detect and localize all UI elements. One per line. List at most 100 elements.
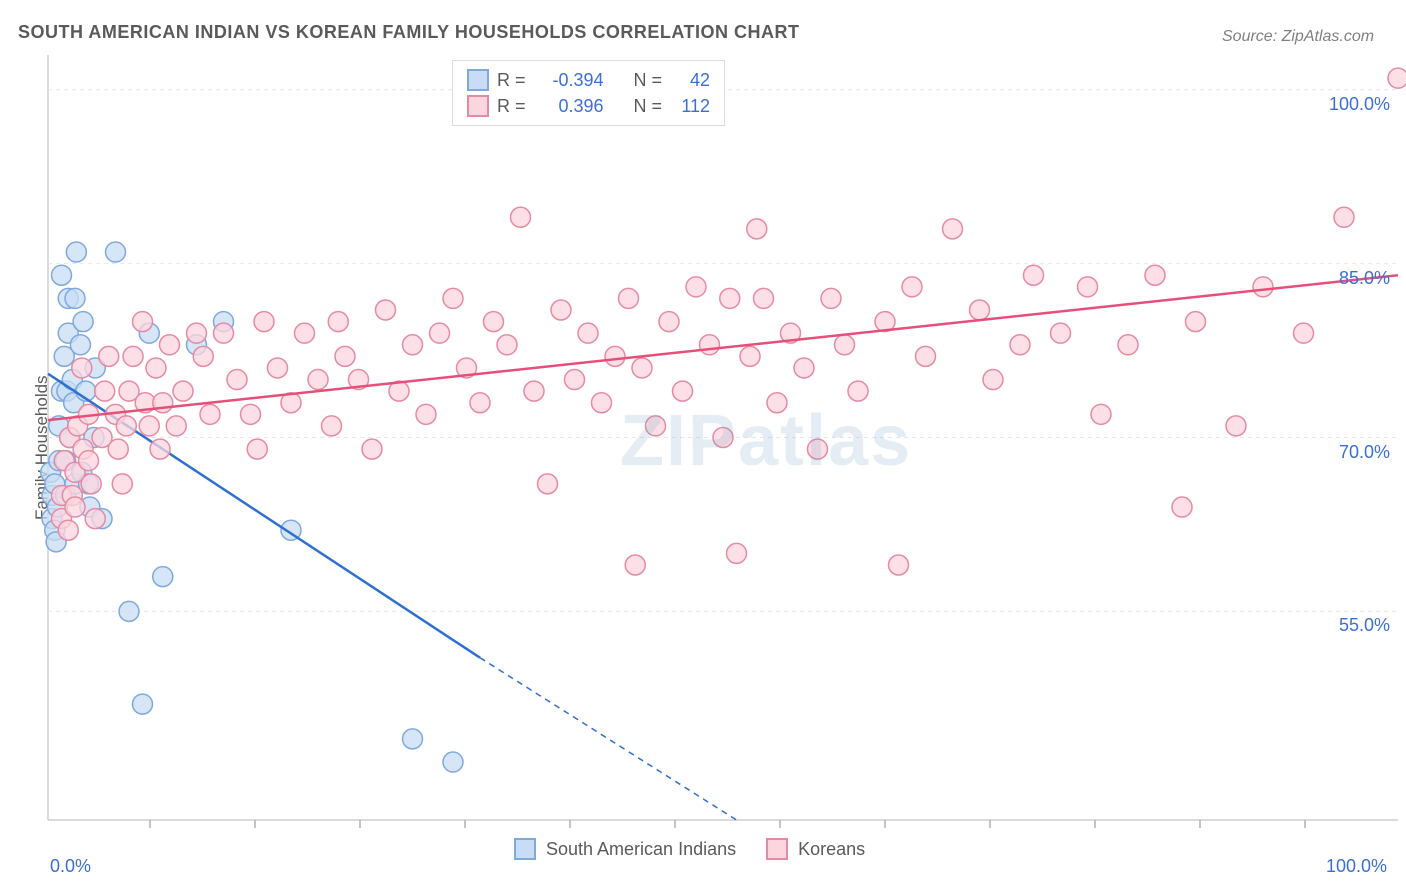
data-point xyxy=(72,358,92,378)
data-point xyxy=(902,277,922,297)
data-point xyxy=(1118,335,1138,355)
data-point xyxy=(497,335,517,355)
data-point xyxy=(754,288,774,308)
data-point xyxy=(160,335,180,355)
data-point xyxy=(686,277,706,297)
data-point xyxy=(308,370,328,390)
data-point xyxy=(335,346,355,366)
legend-n-value: 112 xyxy=(670,93,710,119)
data-point xyxy=(146,358,166,378)
data-point xyxy=(58,520,78,540)
data-point xyxy=(81,474,101,494)
data-point xyxy=(200,404,220,424)
data-point xyxy=(99,346,119,366)
data-point xyxy=(767,393,787,413)
data-point xyxy=(646,416,666,436)
legend-r-value: 0.396 xyxy=(534,93,604,119)
data-point xyxy=(592,393,612,413)
legend-swatch xyxy=(467,69,489,91)
data-point xyxy=(713,428,733,448)
data-point xyxy=(619,288,639,308)
data-point xyxy=(794,358,814,378)
legend-n-label: N = xyxy=(634,93,663,119)
data-point xyxy=(153,567,173,587)
data-point xyxy=(1024,265,1044,285)
data-point xyxy=(848,381,868,401)
legend-swatch xyxy=(467,95,489,117)
data-point xyxy=(821,288,841,308)
data-point xyxy=(943,219,963,239)
legend-stats-row: R = 0.396 N = 112 xyxy=(467,93,710,119)
data-point xyxy=(328,312,348,332)
data-point xyxy=(700,335,720,355)
data-point xyxy=(970,300,990,320)
data-point xyxy=(403,729,423,749)
data-point xyxy=(740,346,760,366)
data-point xyxy=(173,381,193,401)
data-point xyxy=(625,555,645,575)
data-point xyxy=(139,416,159,436)
x-axis-max-label: 100.0% xyxy=(1326,856,1387,877)
data-point xyxy=(150,439,170,459)
data-point xyxy=(1091,404,1111,424)
data-point xyxy=(268,358,288,378)
data-point xyxy=(73,312,93,332)
data-point xyxy=(1186,312,1206,332)
data-point xyxy=(66,242,86,262)
data-point xyxy=(430,323,450,343)
data-point xyxy=(123,346,143,366)
data-point xyxy=(214,323,234,343)
data-point xyxy=(443,288,463,308)
data-point xyxy=(524,381,544,401)
legend-r-value: -0.394 xyxy=(534,67,604,93)
legend-series-label: South American Indians xyxy=(546,839,736,860)
legend-series-label: Koreans xyxy=(798,839,865,860)
data-point xyxy=(52,265,72,285)
data-point xyxy=(484,312,504,332)
data-point xyxy=(747,219,767,239)
legend-stats-box: R =-0.394N =42R = 0.396 N = 112 xyxy=(452,60,725,126)
data-point xyxy=(376,300,396,320)
data-point xyxy=(835,335,855,355)
data-point xyxy=(1294,323,1314,343)
data-point xyxy=(1051,323,1071,343)
data-point xyxy=(565,370,585,390)
data-point xyxy=(79,451,99,471)
data-point xyxy=(133,312,153,332)
data-point xyxy=(889,555,909,575)
data-point xyxy=(605,346,625,366)
data-point xyxy=(1172,497,1192,517)
data-point xyxy=(470,393,490,413)
data-point xyxy=(720,288,740,308)
data-point xyxy=(916,346,936,366)
data-point xyxy=(1388,68,1406,88)
data-point xyxy=(116,416,136,436)
data-point xyxy=(1010,335,1030,355)
data-point xyxy=(403,335,423,355)
data-point xyxy=(193,346,213,366)
data-point xyxy=(322,416,342,436)
data-point xyxy=(673,381,693,401)
legend-stats-row: R =-0.394N =42 xyxy=(467,67,710,93)
data-point xyxy=(362,439,382,459)
data-point xyxy=(538,474,558,494)
data-point xyxy=(227,370,247,390)
data-point xyxy=(133,694,153,714)
data-point xyxy=(106,242,126,262)
data-point xyxy=(254,312,274,332)
legend-series-item: South American Indians xyxy=(514,838,736,860)
data-point xyxy=(85,509,105,529)
data-point xyxy=(241,404,261,424)
data-point xyxy=(247,439,267,459)
data-point xyxy=(108,439,128,459)
y-grid-label: 100.0% xyxy=(1318,94,1390,115)
data-point xyxy=(95,381,115,401)
data-point xyxy=(632,358,652,378)
data-point xyxy=(416,404,436,424)
data-point xyxy=(551,300,571,320)
data-point xyxy=(443,752,463,772)
legend-r-label: R = xyxy=(497,93,526,119)
data-point xyxy=(166,416,186,436)
y-grid-label: 85.0% xyxy=(1318,268,1390,289)
y-grid-label: 55.0% xyxy=(1318,615,1390,636)
